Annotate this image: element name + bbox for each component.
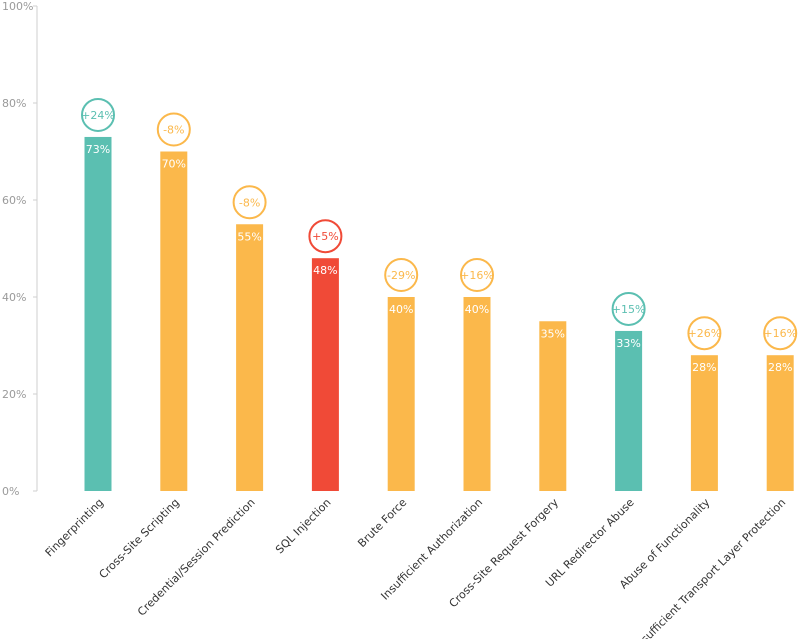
change-badge xyxy=(611,291,646,326)
change-badge xyxy=(687,316,722,351)
change-label: +26% xyxy=(688,327,722,340)
change-badge xyxy=(156,112,191,147)
change-badge xyxy=(460,258,494,292)
bar-group: 28% +16% xyxy=(763,316,798,491)
change-label: -29% xyxy=(387,269,415,282)
bar-group: 73% +24% xyxy=(81,97,115,491)
bar-value-label: 33% xyxy=(616,337,640,350)
change-badge xyxy=(763,316,798,351)
bars: 73% +24% 70% -8% 55% -8% 48% +5% 40% -29% 40% +16% 3… xyxy=(81,97,798,491)
bar-value-label: 40% xyxy=(465,303,489,316)
change-label: -8% xyxy=(163,124,184,137)
y-tick-label: 20% xyxy=(2,388,26,401)
bar-group: 35% xyxy=(539,321,567,491)
bar-group: 40% -29% xyxy=(384,258,419,491)
change-label: +15% xyxy=(612,303,646,316)
bar xyxy=(615,330,643,491)
change-badge xyxy=(308,219,343,254)
y-tick-label: 40% xyxy=(2,291,26,304)
category-label: SQL Injection xyxy=(273,496,333,556)
bar-value-label: 48% xyxy=(313,264,337,277)
bar xyxy=(766,355,794,491)
bar-value-label: 55% xyxy=(237,230,261,243)
change-badge xyxy=(81,97,115,132)
bar xyxy=(387,297,415,491)
y-tick-label: 0% xyxy=(2,485,19,498)
bar-value-label: 35% xyxy=(541,327,565,340)
bar xyxy=(463,297,491,491)
bar xyxy=(690,355,718,491)
bar-group: 28% +26% xyxy=(687,316,722,491)
change-badge xyxy=(232,185,267,220)
category-label: Fingerprinting xyxy=(43,496,106,559)
change-label: -8% xyxy=(239,196,260,209)
bar xyxy=(160,151,188,491)
y-tick-label: 80% xyxy=(2,97,26,110)
change-badge xyxy=(384,258,419,292)
bar-group: 33% +15% xyxy=(611,291,646,491)
bar-group: 70% -8% xyxy=(156,112,191,491)
change-label: +5% xyxy=(312,230,339,243)
bar xyxy=(311,258,339,491)
bar-value-label: 28% xyxy=(768,361,792,374)
bar xyxy=(539,321,567,491)
bar-value-label: 70% xyxy=(162,158,186,171)
category-label: Insufficient Transport Layer Protection xyxy=(631,496,788,639)
bar-value-label: 73% xyxy=(86,143,110,156)
change-label: +16% xyxy=(763,327,797,340)
y-axis: 0% 20% 40% 60% 80% 100% xyxy=(2,0,38,498)
bar xyxy=(236,224,264,491)
bar-value-label: 40% xyxy=(389,303,413,316)
y-tick-label: 60% xyxy=(2,194,26,207)
bar-group: 48% +5% xyxy=(308,219,343,491)
bar xyxy=(84,136,112,491)
category-label: Brute Force xyxy=(355,496,409,550)
y-tick-label: 100% xyxy=(2,0,33,13)
bar-group: 55% -8% xyxy=(232,185,267,491)
bar-group: 40% +16% xyxy=(460,258,494,491)
category-label: Cross-Site Scripting xyxy=(97,496,182,581)
bar-value-label: 28% xyxy=(692,361,716,374)
change-label: +24% xyxy=(81,109,115,122)
change-label: +16% xyxy=(460,269,494,282)
